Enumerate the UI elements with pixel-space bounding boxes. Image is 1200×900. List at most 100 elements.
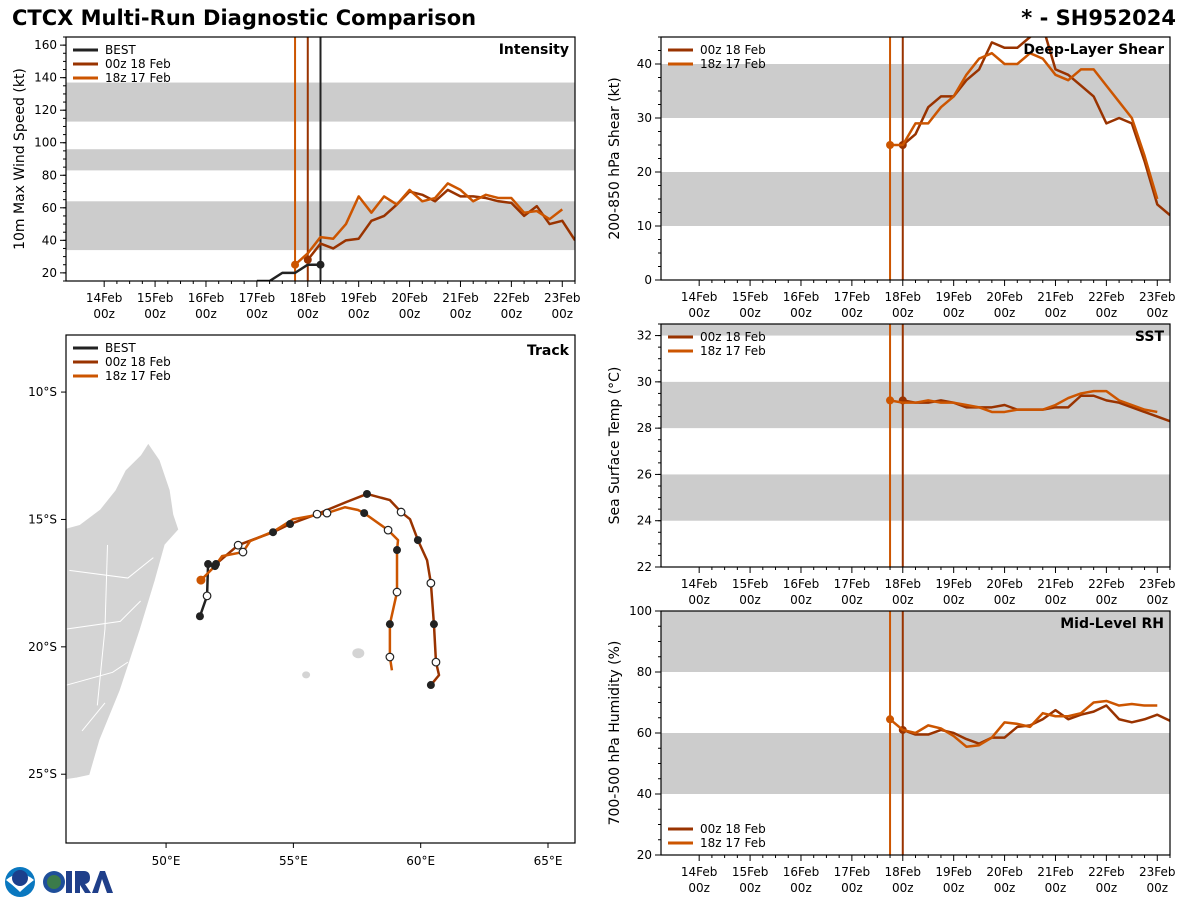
legend-label: 18z 17 Feb bbox=[700, 57, 766, 71]
shear-panel: 14Feb 00z 15Feb 00z 16Feb 00z 17Feb 00z 18Feb 00z… bbox=[607, 36, 1176, 320]
x-tick-label: 00z bbox=[688, 881, 710, 895]
y-tick-label: 140 bbox=[34, 71, 57, 85]
lat-tick-label: 10°S bbox=[28, 385, 57, 399]
x-tick-label: 16Feb bbox=[783, 577, 820, 591]
y-tick-label: 32 bbox=[637, 329, 652, 343]
legend-label: 00z 18 Feb bbox=[105, 355, 171, 369]
x-tick-label: 23Feb bbox=[1139, 290, 1176, 304]
init-point bbox=[303, 255, 312, 264]
track-line bbox=[215, 492, 441, 686]
track-panel: 50°E 55°E 60°E 65°E 10°S 15°S 20°S 25°S Track BES… bbox=[28, 334, 576, 868]
y-tick-label: 100 bbox=[34, 136, 57, 150]
y-tick-label: 28 bbox=[637, 421, 652, 435]
lon-tick-label: 65°E bbox=[534, 854, 563, 868]
lat-tick-label: 25°S bbox=[28, 767, 57, 781]
x-tick-label: 22Feb bbox=[1088, 290, 1125, 304]
x-tick-label: 00z bbox=[892, 306, 914, 320]
x-tick-label: 20Feb bbox=[391, 291, 428, 305]
y-tick-label: 80 bbox=[42, 168, 57, 182]
track-point-12z bbox=[392, 587, 402, 597]
y-axis-label: Sea Surface Temp (°C) bbox=[607, 367, 623, 525]
y-tick-label: 100 bbox=[629, 604, 652, 618]
x-tick-label: 20Feb bbox=[986, 290, 1023, 304]
x-tick-label: 18Feb bbox=[885, 577, 922, 591]
x-tick-label: 18Feb bbox=[885, 865, 922, 879]
series-line bbox=[256, 263, 321, 281]
x-tick-label: 15Feb bbox=[137, 291, 174, 305]
madagascar-landmass bbox=[66, 442, 180, 781]
band bbox=[661, 172, 1170, 226]
x-tick-label: 00z bbox=[246, 307, 268, 321]
mauritius-island bbox=[352, 648, 365, 659]
x-tick-label: 00z bbox=[994, 593, 1016, 607]
track-point-00z bbox=[269, 528, 278, 537]
x-tick-label: 21Feb bbox=[1037, 865, 1074, 879]
y-tick-label: 26 bbox=[637, 467, 652, 481]
series-group bbox=[886, 699, 1170, 748]
x-tick-label: 23Feb bbox=[1139, 577, 1176, 591]
track-init-point bbox=[196, 575, 206, 585]
track-point-00z bbox=[426, 681, 435, 690]
x-tick-label: 23Feb bbox=[1139, 865, 1176, 879]
legend-label: 00z 18 Feb bbox=[700, 330, 766, 344]
y-tick-label: 22 bbox=[637, 560, 652, 574]
panel-title: Mid-Level RH bbox=[1060, 616, 1164, 632]
x-tick-label: 17Feb bbox=[834, 290, 871, 304]
lat-tick-label: 15°S bbox=[28, 512, 57, 526]
x-tick-label: 19Feb bbox=[935, 865, 972, 879]
x-tick-label: 00z bbox=[841, 881, 863, 895]
x-tick-label: 00z bbox=[688, 306, 710, 320]
legend-label: 18z 17 Feb bbox=[105, 71, 171, 85]
plot-frame bbox=[660, 610, 1171, 856]
band bbox=[661, 474, 1170, 521]
x-tick-label: 00z bbox=[841, 306, 863, 320]
x-tick-label: 00z bbox=[551, 307, 573, 321]
plot-frame bbox=[65, 36, 576, 282]
x-tick-label: 00z bbox=[943, 593, 965, 607]
legend-label: BEST bbox=[105, 341, 136, 355]
track-point-12z bbox=[322, 508, 332, 518]
track-point-00z bbox=[360, 509, 369, 518]
legend-label: 18z 17 Feb bbox=[700, 836, 766, 850]
track-point-12z bbox=[312, 509, 322, 519]
plot-frame bbox=[65, 334, 576, 844]
x-tick-label: 19Feb bbox=[935, 290, 972, 304]
x-tick-label: 20Feb bbox=[986, 577, 1023, 591]
map-layer bbox=[66, 442, 441, 781]
x-tick-label: 21Feb bbox=[1037, 290, 1074, 304]
y-tick-label: 40 bbox=[637, 57, 652, 71]
x-tick-label: 00z bbox=[790, 306, 812, 320]
x-tick-label: 00z bbox=[892, 881, 914, 895]
series-line bbox=[901, 37, 1170, 217]
x-tick-label: 15Feb bbox=[732, 290, 769, 304]
panel-title: Deep-Layer Shear bbox=[1023, 42, 1164, 58]
x-tick-label: 14Feb bbox=[681, 290, 718, 304]
region-border bbox=[66, 661, 129, 686]
track-point-12z bbox=[383, 525, 393, 535]
x-tick-label: 22Feb bbox=[1088, 577, 1125, 591]
band bbox=[661, 381, 1170, 429]
x-tick-label: 17Feb bbox=[834, 577, 871, 591]
track-point-12z bbox=[426, 578, 436, 588]
x-tick-label: 00z bbox=[688, 593, 710, 607]
region-border bbox=[96, 544, 109, 706]
band bbox=[661, 64, 1170, 118]
x-tick-label: 00z bbox=[399, 307, 421, 321]
x-tick-label: 21Feb bbox=[1037, 577, 1074, 591]
y-tick-label: 120 bbox=[34, 103, 57, 117]
x-tick-label: 00z bbox=[739, 593, 761, 607]
y-tick-label: 30 bbox=[637, 375, 652, 389]
track-point-00z bbox=[195, 612, 204, 621]
track-point-00z bbox=[413, 536, 422, 545]
series-line bbox=[889, 699, 1158, 748]
x-tick-label: 00z bbox=[1045, 306, 1067, 320]
legend-label: 18z 17 Feb bbox=[105, 369, 171, 383]
x-tick-label: 00z bbox=[739, 306, 761, 320]
x-tick-label: 00z bbox=[348, 307, 370, 321]
series-group bbox=[256, 182, 575, 281]
y-axis-label: 10m Max Wind Speed (kt) bbox=[12, 68, 28, 250]
